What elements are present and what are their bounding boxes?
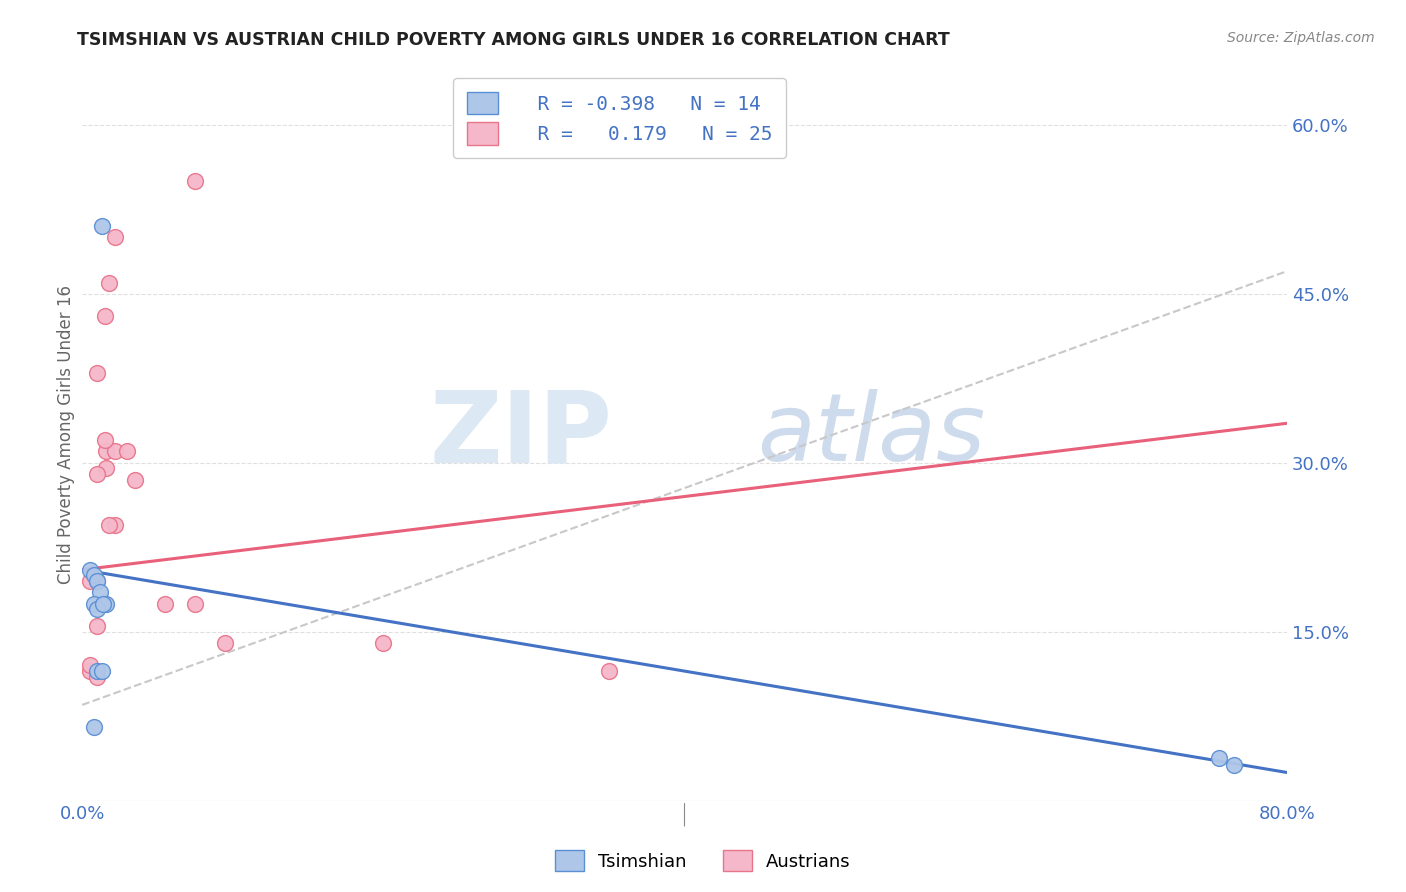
Point [117,444,139,458]
Point [184,597,207,611]
Point [96,597,118,611]
Point [89,585,111,599]
Point [98,517,121,532]
Point [86,574,108,588]
Point [96,444,118,458]
Point [96,461,118,475]
Point [214,636,236,650]
Point [124,473,146,487]
Y-axis label: Child Poverty Among Girls Under 16: Child Poverty Among Girls Under 16 [58,285,75,584]
Point [83,597,105,611]
Point [86,467,108,481]
Point [86,670,108,684]
Text: TSIMSHIAN VS AUSTRIAN CHILD POVERTY AMONG GIRLS UNDER 16 CORRELATION CHART: TSIMSHIAN VS AUSTRIAN CHILD POVERTY AMON… [77,31,950,49]
Point [83,720,105,734]
Point [86,619,108,633]
Legend:   R = -0.398   N = 14,   R =   0.179   N = 25: R = -0.398 N = 14, R = 0.179 N = 25 [453,78,786,158]
Text: Source: ZipAtlas.com: Source: ZipAtlas.com [1227,31,1375,45]
Point [104,444,127,458]
Point [153,597,176,611]
Point [86,366,108,380]
Point [79,563,101,577]
Point [90,219,112,234]
Point [93,310,115,324]
Point [83,568,105,582]
Point [104,517,127,532]
Point [79,574,101,588]
Point [86,664,108,678]
Point [86,574,108,588]
Text: ZIP: ZIP [429,386,612,483]
Point [1223,757,1246,772]
Point [79,664,101,678]
Point [373,636,395,650]
Point [104,230,127,244]
Point [90,664,112,678]
Point [86,602,108,616]
Text: atlas: atlas [756,389,986,480]
Point [91,597,114,611]
Point [184,174,207,188]
Point [79,658,101,673]
Point [598,664,620,678]
Legend: Tsimshian, Austrians: Tsimshian, Austrians [548,843,858,879]
Point [98,276,121,290]
Point [1208,751,1230,765]
Point [93,433,115,447]
